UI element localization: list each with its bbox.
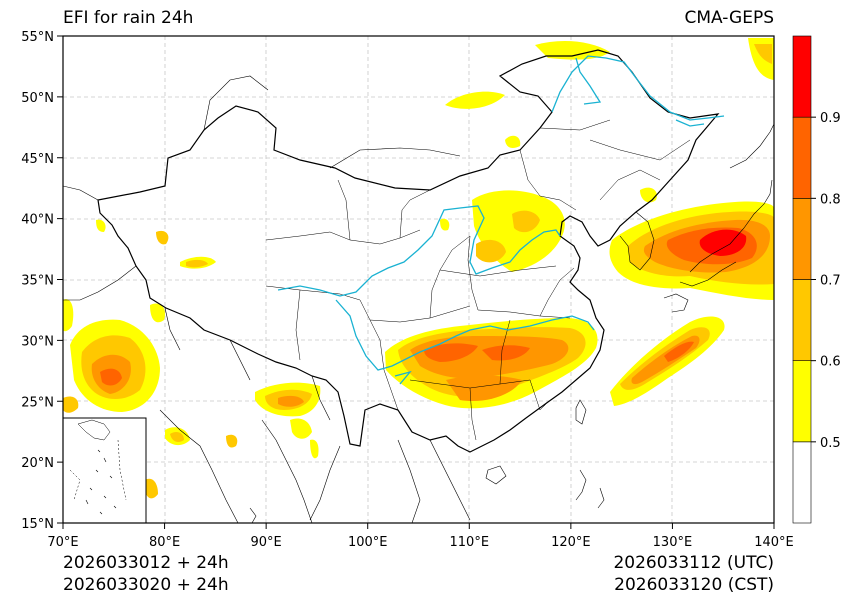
colorbar: 0.5 0.6 0.7 0.8 0.9 [792,35,841,524]
lon-tick-label: 100°E [348,535,388,550]
lon-tick-label: 70°E [47,535,78,550]
colorbar-segment [792,279,812,361]
rivers [277,55,725,385]
colorbar-segment [792,360,812,443]
lon-tick-label: 120°E [551,535,591,550]
lat-tick-label: 40°N [21,213,54,228]
south-china-sea-inset [63,417,147,523]
lat-axis: 15°N 20°N 25°N 30°N 35°N 40°N 45°N 50°N 55°N [21,30,63,532]
model-name: CMA-GEPS [684,8,774,28]
valid-time-utc: 2026033112 (UTC) [613,553,774,573]
init-time-cst: 2026033020 + 24h [63,575,229,595]
colorbar-segment [792,35,812,118]
coastlines [63,75,774,523]
lon-tick-label: 110°E [450,535,490,550]
colorbar-label: 0.9 [820,111,841,126]
lat-tick-label: 20°N [21,456,54,471]
lat-tick-label: 45°N [21,152,54,167]
colorbar-segment [792,116,812,199]
valid-time-cst: 2026033120 (CST) [614,575,774,595]
lat-tick-label: 50°N [21,91,54,106]
colorbar-segment [792,198,812,280]
lon-tick-label: 140°E [754,535,794,550]
colorbar-label: 0.5 [820,436,841,451]
lat-tick-label: 25°N [21,395,54,410]
colorbar-label: 0.6 [820,355,841,370]
lat-tick-label: 55°N [21,30,54,45]
init-time-utc: 2026033012 + 24h [63,553,229,573]
colorbar-label: 0.7 [820,274,841,289]
lon-tick-label: 90°E [251,535,282,550]
lon-tick-label: 130°E [653,535,693,550]
colorbar-segment [792,441,812,524]
efi-shading [63,38,774,499]
lat-tick-label: 35°N [21,274,54,289]
lat-tick-label: 15°N [21,517,54,532]
map-title: EFI for rain 24h [63,8,194,28]
colorbar-label: 0.8 [820,192,841,207]
lat-tick-label: 30°N [21,334,54,349]
china-border [97,49,720,453]
lon-axis: 70°E 80°E 90°E 100°E 110°E 120°E 130°E 140°E [47,523,794,550]
province-borders [265,119,691,441]
lon-tick-label: 80°E [149,535,180,550]
